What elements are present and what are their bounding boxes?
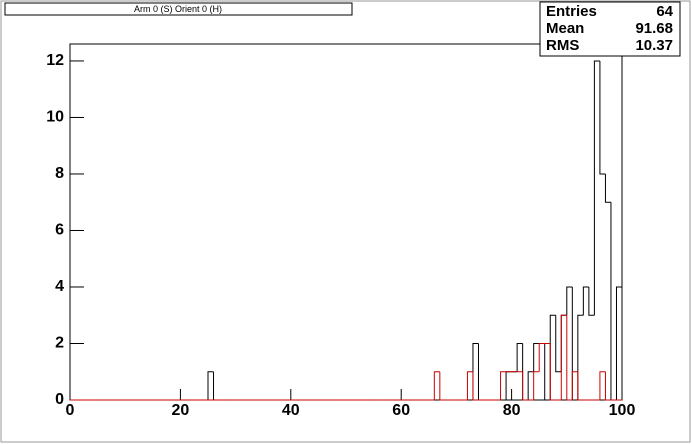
y-tick-label: 4	[55, 278, 64, 295]
frame	[69, 43, 623, 401]
histogram-bin	[533, 342, 540, 372]
y-tick-label: 6	[55, 222, 64, 239]
histogram-bin	[500, 371, 507, 400]
stat-label: Entries	[546, 3, 597, 20]
y-tick-label: 2	[55, 335, 64, 352]
histogram-bin	[533, 371, 540, 400]
histogram-bin	[615, 286, 623, 400]
histogram-bin	[555, 315, 562, 373]
x-tick-label: 0	[66, 402, 75, 419]
histogram-bin	[522, 371, 529, 401]
stat-value: 64	[656, 3, 673, 20]
x-tick-label: 20	[172, 402, 190, 419]
stat-label: RMS	[546, 37, 579, 54]
histogram-bin	[549, 343, 556, 401]
chart-title: Arm 0 (S) Orient 0 (H)	[134, 4, 222, 14]
histogram-bin	[593, 60, 600, 316]
histogram-bin	[466, 371, 473, 400]
histogram-bin	[516, 342, 523, 372]
histogram-bin	[566, 286, 573, 316]
histogram-bin	[604, 371, 611, 401]
histogram-bin	[433, 371, 440, 400]
histogram-bin	[207, 371, 214, 400]
histogram-bin	[571, 371, 578, 400]
histogram-bin	[560, 314, 567, 400]
histogram-bin	[544, 343, 551, 401]
stat-value: 10.37	[635, 37, 673, 54]
histogram-bin	[472, 371, 479, 401]
x-tick-label: 100	[609, 402, 636, 419]
histogram-bin	[604, 173, 611, 203]
histogram-bin	[538, 342, 545, 372]
stat-value: 91.68	[635, 20, 673, 37]
y-tick-label: 12	[46, 52, 64, 69]
histogram-bin	[582, 286, 589, 316]
stat-label: Mean	[546, 20, 584, 37]
histogram-bin	[439, 371, 446, 401]
title-box	[4, 2, 353, 16]
x-tick-label: 60	[392, 402, 410, 419]
histogram-bin	[566, 315, 573, 401]
y-tick-label: 0	[55, 391, 64, 408]
stats-box	[539, 1, 681, 57]
y-tick-label: 8	[55, 165, 64, 182]
y-tick-label: 10	[46, 109, 64, 126]
histogram-bin	[577, 371, 584, 401]
x-tick-label: 80	[503, 402, 521, 419]
histogram-bin	[599, 60, 606, 175]
histogram-bin	[588, 286, 595, 316]
histogram-bin	[527, 371, 534, 400]
histogram-bin	[599, 371, 606, 400]
x-tick-label: 40	[282, 402, 300, 419]
